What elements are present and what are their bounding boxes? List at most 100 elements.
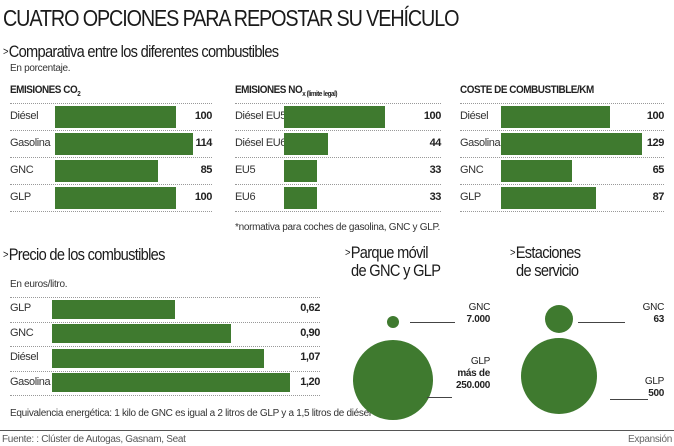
row-divider [460,103,664,104]
leader-line [427,397,452,398]
value-label: 44 [429,136,442,149]
panel-title-coste: COSTE DE COMBUSTIBLE/KM [460,84,594,96]
title-text: EMISIONES NO [235,84,303,96]
label-value: 63 [653,314,664,325]
category-label: EU5 [235,163,256,176]
bar [52,348,265,368]
row-divider [10,395,320,396]
bar [284,105,385,128]
arrow-icon: > [510,247,515,259]
bubble-glp-parque [353,340,433,420]
title-subscript: 2 [77,91,81,99]
page-title: CUATRO OPCIONES PARA REPOSTAR SU VEHÍCUL… [3,5,459,31]
heading-text: Parque móvil [350,243,429,262]
label-text: GNC [468,302,491,313]
bubble-gnc-estaciones [545,305,573,333]
value-label: 1,07 [300,351,320,364]
value-label: 33 [429,190,442,203]
arrow-icon: > [3,46,8,58]
value-label: 33 [429,163,442,176]
row-divider [235,130,441,131]
value-label: 0,62 [300,302,320,315]
leader-line [578,322,625,323]
label-glp-parque: GLP más de 250.000 [456,356,490,392]
bar [501,186,596,209]
label-glp-estaciones: GLP 500 [645,376,664,400]
value-label: 100 [423,109,442,122]
category-label: GNC [460,163,484,176]
bar [284,186,318,209]
category-label: Diésel EU6* [235,136,290,149]
category-label: Diésel [10,109,39,122]
bubble-glp-estaciones [521,338,597,414]
value-label: 100 [194,109,213,122]
leader-line [610,399,648,400]
row-divider [10,321,320,323]
bar [501,159,572,182]
row-divider [10,184,212,185]
value-label: 65 [652,163,665,176]
category-label: GLP [460,190,481,203]
label-value: más de [457,368,490,379]
value-label: 129 [646,136,665,149]
bar [284,159,318,182]
category-label: Diésel EU5* [235,109,290,122]
row-divider [10,157,212,158]
bar [284,132,329,155]
label-text: GNC [642,302,665,313]
value-label: 87 [652,190,665,203]
category-label: Gasolina [10,136,51,149]
bubble-gnc-parque [387,316,399,328]
title-text: EMISIONES CO [10,84,78,96]
value-label: 114 [195,136,212,149]
row-divider [460,184,664,185]
category-label: GNC [10,163,34,176]
title-subscript: x (limite legal) [302,91,338,99]
label-gnc-estaciones: GNC 63 [642,302,665,326]
unit-label: En porcentaje. [10,63,71,74]
row-divider [10,211,212,212]
row-divider [235,157,441,158]
footer-divider [0,430,674,431]
value-label: 100 [646,109,665,122]
bar [501,105,610,128]
arrow-icon: > [3,249,8,261]
row-divider [235,211,441,212]
bar [501,132,642,155]
row-divider [235,103,441,104]
unit-label: En euros/litro. [10,279,68,290]
category-label: GNC [10,326,34,339]
section-heading-precio: >Precio de los combustibles [3,246,165,264]
section-heading-estaciones: >Estaciones de servicio [510,243,581,280]
row-divider [10,297,320,298]
section-heading-parque: >Parque móvil de GNC y GLP [345,243,441,280]
label-gnc-parque: GNC 7.000 [466,302,490,326]
heading-text: Comparativa entre los diferentes combust… [8,42,279,61]
row-divider [10,103,212,104]
label-text: GLP [470,356,490,367]
heading-text: de servicio [516,261,579,280]
row-divider [10,346,320,347]
label-value: 500 [648,388,664,399]
row-divider [10,130,212,131]
bar [52,324,231,344]
bar [55,186,176,209]
value-label: 100 [194,190,213,203]
heading-text: de GNC y GLP [351,261,441,280]
equivalence-note: Equivalencia energética: 1 kilo de GNC e… [10,408,371,419]
bar [55,105,176,128]
label-text: GLP [644,376,664,387]
panel-title-co2: EMISIONES CO2 [10,84,81,99]
row-divider [460,130,664,131]
category-label: Gasolina [460,136,501,149]
brand-text: Expansión [628,434,672,445]
value-label: 1,20 [300,375,320,388]
heading-text: Estaciones [515,243,581,262]
row-divider [235,184,441,185]
nox-footnote: *normativa para coches de gasolina, GNC … [235,222,441,233]
category-label: Gasolina [10,375,51,388]
bar [52,373,290,393]
value-label: 0,90 [300,326,320,339]
bar [55,132,193,155]
